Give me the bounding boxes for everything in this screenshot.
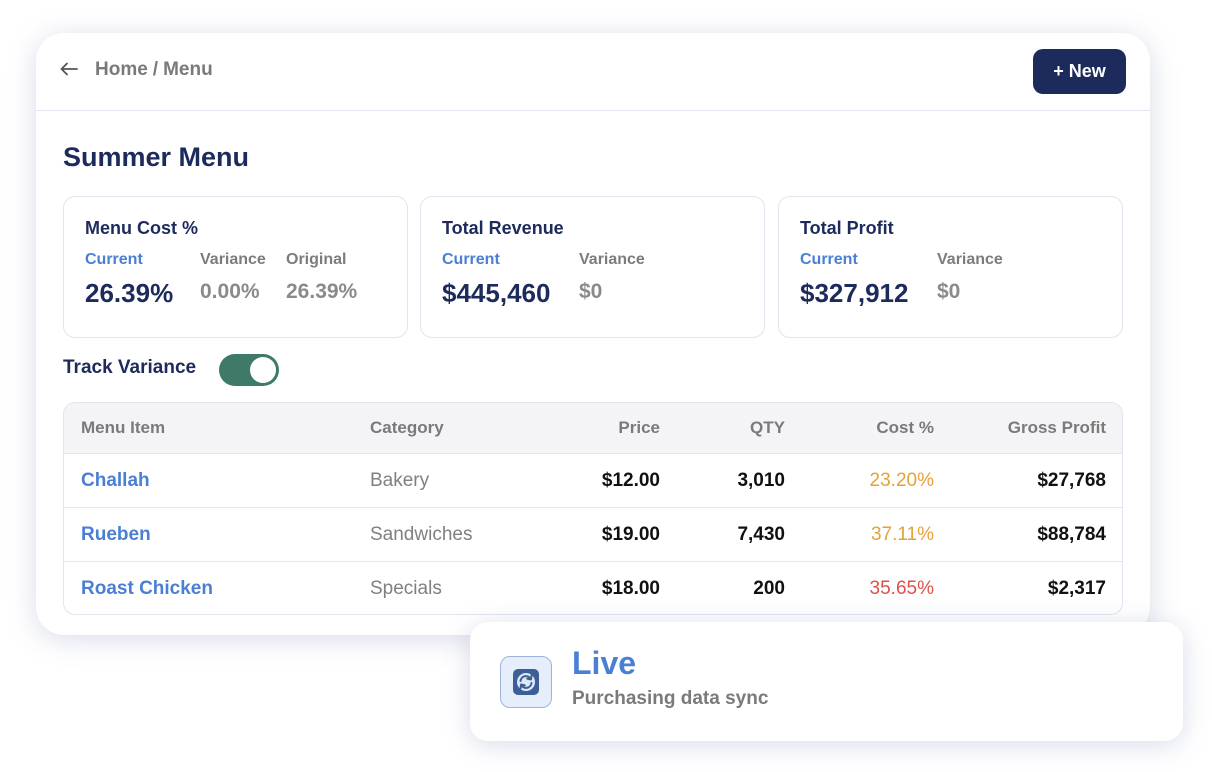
toggle-knob <box>250 357 276 383</box>
arrow-left-icon[interactable] <box>58 57 80 81</box>
qty-cell: 3,010 <box>737 469 785 491</box>
cost-cell: 23.20% <box>869 469 934 491</box>
total-revenue-card: Total Revenue Current $445,460 Variance … <box>420 196 765 338</box>
category-cell: Specials <box>370 578 442 599</box>
table-row[interactable]: Roast Chicken Specials $18.00 200 35.65%… <box>64 562 1122 614</box>
stat-current: Current $327,912 <box>800 251 908 309</box>
stat-variance: Variance 0.00% <box>200 251 266 304</box>
category-cell: Bakery <box>370 469 430 491</box>
gross-profit-cell: $88,784 <box>1037 523 1106 545</box>
stat-value: $0 <box>579 280 603 303</box>
top-bar: Home / Menu + New <box>36 33 1150 111</box>
stat-value: 0.00% <box>200 280 260 303</box>
table-header-row: Menu Item Category Price QTY Cost % Gros… <box>64 403 1122 454</box>
stat-value: 26.39% <box>286 280 358 303</box>
breadcrumb-separator: / <box>152 59 159 80</box>
stat-label: Current <box>85 251 143 268</box>
stat-label: Current <box>800 251 858 268</box>
stat-label: Original <box>286 251 347 268</box>
menu-item-link[interactable]: Challah <box>81 469 150 491</box>
sync-icon <box>500 656 552 708</box>
breadcrumb: Home / Menu <box>95 59 213 81</box>
stat-current: Current $445,460 <box>442 251 550 309</box>
menu-item-link[interactable]: Rueben <box>81 523 151 545</box>
breadcrumb-current: Menu <box>163 59 213 80</box>
menu-cost-card: Menu Cost % Current 26.39% Variance 0.00… <box>63 196 408 338</box>
price-cell: $18.00 <box>601 578 660 599</box>
stat-value: $327,912 <box>800 278 909 308</box>
track-variance-label: Track Variance <box>63 357 197 378</box>
breadcrumb-home[interactable]: Home <box>95 59 148 80</box>
new-button[interactable]: + New <box>1033 49 1126 94</box>
stat-variance: Variance $0 <box>579 251 645 304</box>
toast-subtitle: Purchasing data sync <box>572 688 769 709</box>
stat-label: Current <box>442 251 500 268</box>
column-header-qty[interactable]: QTY <box>750 418 785 437</box>
track-variance-toggle[interactable] <box>219 354 279 386</box>
menu-items-table: Menu Item Category Price QTY Cost % Gros… <box>63 402 1123 615</box>
toast-title: Live <box>572 645 637 681</box>
total-profit-card: Total Profit Current $327,912 Variance $… <box>778 196 1123 338</box>
column-header-category[interactable]: Category <box>370 418 444 437</box>
column-header-price[interactable]: Price <box>618 418 660 437</box>
page-title: Summer Menu <box>63 142 250 172</box>
card-title: Menu Cost % <box>85 218 199 238</box>
card-title: Total Profit <box>800 218 894 238</box>
gross-profit-cell: $2,317 <box>1047 578 1106 599</box>
stat-original: Original 26.39% <box>286 251 357 304</box>
gross-profit-cell: $27,768 <box>1037 469 1106 491</box>
stat-label: Variance <box>579 251 645 268</box>
card-title: Total Revenue <box>442 218 564 238</box>
stat-current: Current 26.39% <box>85 251 173 309</box>
column-header-gross-profit[interactable]: Gross Profit <box>1007 418 1106 437</box>
menu-item-link[interactable]: Roast Chicken <box>81 578 213 599</box>
qty-cell: 7,430 <box>737 523 785 545</box>
qty-cell: 200 <box>753 578 785 599</box>
table-row[interactable]: Rueben Sandwiches $19.00 7,430 37.11% $8… <box>64 508 1122 562</box>
stat-variance: Variance $0 <box>937 251 1003 304</box>
category-cell: Sandwiches <box>370 523 473 545</box>
price-cell: $12.00 <box>601 469 660 491</box>
price-cell: $19.00 <box>601 523 660 545</box>
stat-label: Variance <box>200 251 266 268</box>
stat-label: Variance <box>937 251 1003 268</box>
cost-cell: 37.11% <box>870 523 934 545</box>
menu-window: Home / Menu + New Summer Menu Menu Cost % … <box>36 33 1150 635</box>
cost-cell: 35.65% <box>869 578 934 599</box>
column-header-cost[interactable]: Cost % <box>876 418 934 437</box>
stat-value: $0 <box>937 280 961 303</box>
stat-value: $445,460 <box>442 278 551 308</box>
live-sync-toast: Live Purchasing data sync <box>470 622 1183 741</box>
stat-value: 26.39% <box>85 278 174 308</box>
table-row[interactable]: Challah Bakery $12.00 3,010 23.20% $27,7… <box>64 454 1122 508</box>
column-header-menu-item[interactable]: Menu Item <box>81 418 166 437</box>
